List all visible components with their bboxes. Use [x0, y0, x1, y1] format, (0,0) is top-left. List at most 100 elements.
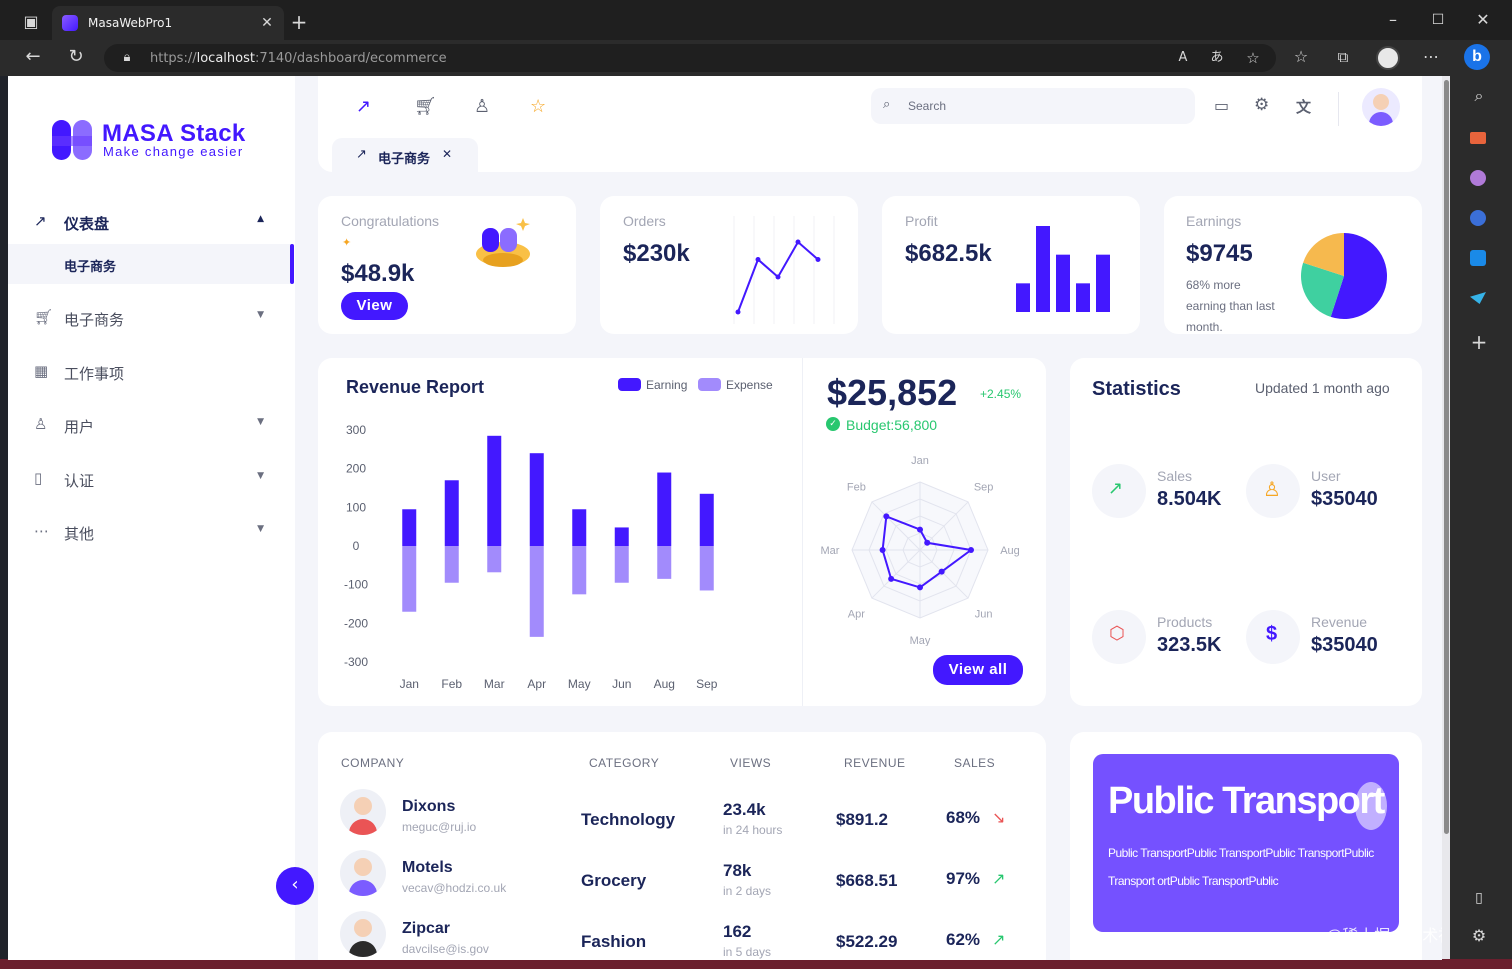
outlook-icon[interactable]	[1470, 250, 1486, 266]
legend-earning-swatch	[618, 378, 641, 391]
address-bar: ← ↻ 🔒︎ https://localhost:7140/dashboard/…	[0, 40, 1512, 76]
statistics-title: Statistics	[1092, 378, 1181, 400]
file-icon: ▯	[34, 469, 43, 487]
sidebar-item-other[interactable]: ⋯ 其他 ▼	[34, 512, 264, 552]
translate-icon[interactable]: 文	[1296, 99, 1312, 116]
user-avatar[interactable]	[1362, 88, 1400, 126]
tab-actions-icon[interactable]: ▣	[23, 12, 39, 31]
radar-point	[879, 547, 886, 553]
statistics-updated: Updated 1 month ago	[1255, 380, 1390, 396]
views-period: in 24 hours	[723, 823, 783, 837]
back-icon[interactable]: ←	[25, 46, 41, 67]
scrollbar-thumb[interactable]	[1444, 80, 1449, 834]
view-button[interactable]: View	[341, 292, 408, 320]
office-icon[interactable]	[1470, 210, 1486, 226]
orders-card: Orders $230k	[600, 196, 858, 334]
sidebar-subitem-ecommerce[interactable]: 电子商务	[8, 244, 294, 284]
profile-avatar[interactable]	[1376, 46, 1400, 70]
tools-icon[interactable]	[1470, 132, 1486, 144]
sidebar-item-dashboard[interactable]: ↗ 仪表盘 ▲	[34, 202, 264, 242]
tab-close-icon[interactable]: ✕	[261, 15, 273, 31]
earnings-pie	[1301, 233, 1387, 319]
chevron-down-icon: ▼	[257, 524, 264, 534]
cart-icon: 🛒︎	[34, 308, 54, 326]
radar-spoke	[919, 549, 969, 599]
y-tick-label: 100	[346, 500, 366, 514]
sidebar-item-label: 电子商务	[64, 312, 125, 329]
profit-bar	[1036, 226, 1050, 312]
profit-bar	[1076, 283, 1090, 312]
settings-icon[interactable]: ⚙	[1471, 926, 1487, 945]
search-input[interactable]: ⌕ Search	[871, 88, 1195, 124]
sparkline-point	[735, 309, 741, 315]
profit-bar	[1096, 254, 1110, 312]
revenue-title: Revenue Report	[346, 377, 485, 397]
company-email: meguc@ruj.io	[402, 820, 477, 834]
revenue: $668.51	[836, 871, 898, 890]
search-icon[interactable]: ⌕	[1474, 86, 1484, 105]
expense-bar	[487, 546, 502, 573]
add-sidebar-icon[interactable]: +	[1470, 330, 1488, 354]
table-row[interactable]: Zipcar davcilse@is.gov Fashion 162 in 5 …	[318, 906, 1046, 960]
revenue-report-card: Revenue Report Earning Expense 300 200 100…	[318, 358, 1046, 706]
sidebar-item-users[interactable]: ♙ 用户 ▼	[34, 405, 264, 445]
star-icon[interactable]: ☆	[530, 96, 547, 117]
party-icon: ✦	[342, 237, 352, 249]
chat-icon[interactable]: ▭	[1214, 96, 1230, 115]
edge-sidebar: ⌕ + ▯ ⚙	[1450, 76, 1512, 960]
card-title: Congratulations	[341, 213, 440, 229]
promo-banner[interactable]: Public Transport Public TransportPublic …	[1093, 754, 1399, 932]
collapse-sidebar-button[interactable]: ‹	[276, 867, 314, 905]
sidebar-item-tasks[interactable]: ▦ 工作事项	[34, 352, 264, 392]
stat-value: $35040	[1311, 488, 1378, 510]
trending-up-icon: ↗	[1108, 478, 1124, 499]
refresh-icon[interactable]: ↻	[68, 46, 84, 67]
gear-icon[interactable]: ⚙	[1254, 95, 1270, 115]
maximize-icon[interactable]: ☐	[1431, 12, 1445, 28]
masa-logo-icon	[52, 120, 92, 160]
minimize-icon[interactable]: –	[1389, 10, 1397, 29]
send-icon[interactable]	[1470, 292, 1486, 304]
favorites-icon[interactable]: ☆	[1293, 47, 1309, 66]
y-tick-label: -100	[344, 578, 368, 592]
more-menu-icon[interactable]: ⋯	[1423, 47, 1439, 66]
user-icon[interactable]: ♙	[474, 96, 491, 117]
radar-point	[917, 526, 923, 533]
avatar	[340, 850, 386, 896]
close-window-icon[interactable]: ✕	[1476, 10, 1490, 29]
stat-value: 323.5K	[1157, 634, 1222, 656]
table-row[interactable]: Motels vecav@hodzi.co.uk Grocery 78k in …	[318, 845, 1046, 903]
sidebar-item-ecommerce[interactable]: 🛒︎ 电子商务 ▼	[34, 298, 264, 338]
hide-sidebar-icon[interactable]: ▯	[1475, 890, 1483, 906]
cart-icon[interactable]: 🛒︎	[414, 96, 437, 117]
company-email: vecav@hodzi.co.uk	[402, 881, 507, 895]
earnings-card: Earnings $9745 68% more earning than las…	[1164, 196, 1422, 334]
favorite-add-icon[interactable]: ☆	[1246, 49, 1260, 67]
trending-up-icon[interactable]: ↗	[356, 96, 372, 117]
browser-tab[interactable]: MasaWebPro1 ✕	[52, 6, 284, 40]
dollar-icon: $	[1266, 623, 1278, 645]
translate-icon[interactable]: あ	[1210, 50, 1224, 65]
new-tab-icon[interactable]: +	[290, 10, 308, 34]
read-aloud-icon[interactable]: A	[1178, 50, 1188, 65]
collections-icon[interactable]: ⧉	[1337, 48, 1349, 66]
radar-point	[924, 539, 931, 546]
dashboard-page: MASA Stack Make change easier ↗ 仪表盘 ▲ 电子…	[8, 76, 1442, 960]
sidebar-item-label: 用户	[64, 419, 95, 436]
revenue-bar-chart: 300 200 100 0 -100 -200 -300 Jan Feb Mar Apr May Jun…	[344, 423, 718, 691]
people-icon[interactable]	[1470, 170, 1486, 186]
table-row[interactable]: Dixons meguc@ruj.io Technology 23.4k in …	[318, 784, 1046, 842]
copilot-icon[interactable]: b	[1464, 44, 1490, 70]
url-field[interactable]: 🔒︎ https://localhost:7140/dashboard/ecom…	[104, 44, 1276, 72]
sidebar-item-auth[interactable]: ▯ 认证 ▼	[34, 459, 264, 499]
tab-ecommerce[interactable]: ↗ 电子商务 ✕	[332, 138, 478, 172]
budget-text: Budget:56,800	[846, 417, 938, 433]
user-icon: ♙	[1263, 477, 1281, 501]
stat-label: Products	[1157, 614, 1213, 630]
close-icon[interactable]: ✕	[442, 147, 453, 161]
view-all-button[interactable]: View all	[933, 655, 1023, 685]
earning-bar	[487, 435, 502, 546]
promo-bubble	[1355, 782, 1387, 830]
chevron-down-icon: ▼	[257, 310, 264, 320]
radar-axis-label: May	[910, 635, 931, 646]
